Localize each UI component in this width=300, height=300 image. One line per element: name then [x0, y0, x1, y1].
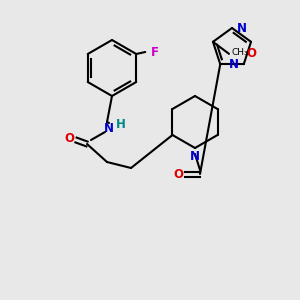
Text: N: N — [229, 58, 239, 71]
Text: F: F — [151, 46, 159, 59]
Text: H: H — [116, 118, 126, 131]
Text: N: N — [237, 22, 247, 34]
Text: O: O — [173, 167, 183, 181]
Text: N: N — [190, 150, 200, 163]
Text: N: N — [104, 122, 114, 134]
Text: CH₃: CH₃ — [232, 48, 249, 57]
Text: O: O — [64, 133, 74, 146]
Text: O: O — [246, 47, 256, 60]
